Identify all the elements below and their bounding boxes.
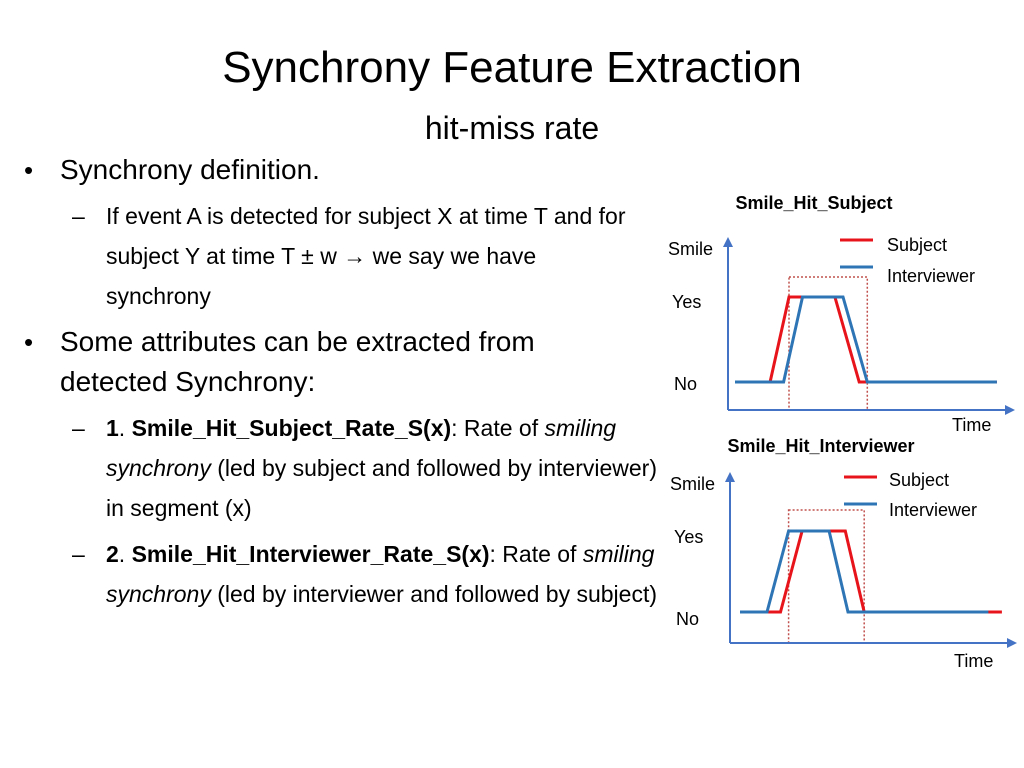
diagram-plot (723, 237, 1015, 415)
x-axis-arrow-icon (1007, 638, 1017, 648)
sync-window (787, 509, 865, 644)
x-axis-label: Time (952, 415, 991, 435)
feature-name: Smile_Hit_Subject_Rate_S(x) (131, 415, 452, 441)
slide-subtitle: hit-miss rate (424, 110, 600, 146)
dash-icon: – (72, 541, 85, 567)
definition-text: If event A is detected for subject X at … (106, 203, 626, 309)
feature-desc-pre: : Rate of (451, 415, 545, 441)
bullet-attributes: • Some attributes can be extracted from … (22, 322, 620, 402)
level-no-label: No (676, 609, 699, 629)
sub-bullet-feature-2: – 2. Smile_Hit_Interviewer_Rate_S(x): Ra… (22, 534, 666, 614)
interviewer-signal (740, 529, 989, 614)
y-axis-label: Smile (668, 239, 713, 259)
x-axis-arrow-icon (1005, 405, 1015, 415)
feature-desc-pre: : Rate of (489, 541, 583, 567)
feature-number: 2 (106, 541, 119, 567)
legend-interviewer-label: Interviewer (887, 266, 975, 286)
dash-icon: – (72, 415, 85, 441)
dash-icon: – (72, 203, 85, 229)
legend-interviewer-label: Interviewer (889, 500, 977, 520)
feature-number: 1 (106, 415, 119, 441)
smile-hit-subject-diagram: Smile_Hit_Subject Smile Yes No Time Subj… (668, 193, 1015, 435)
bullet-dot-icon: • (24, 155, 34, 185)
level-yes-label: Yes (672, 292, 701, 312)
bullet-text: Some attributes can be extracted from de… (60, 326, 535, 397)
diagram-plot (725, 472, 1017, 648)
feature-name: Smile_Hit_Interviewer_Rate_S(x) (131, 541, 490, 567)
y-axis-arrow-icon (723, 237, 733, 247)
diagram-title: Smile_Hit_Subject (735, 193, 892, 213)
x-axis-label: Time (954, 651, 993, 671)
bullet-text: Synchrony definition. (60, 154, 320, 185)
legend-subject-label: Subject (887, 235, 947, 255)
slide-title: Synchrony Feature Extraction (222, 43, 802, 92)
bullet-synchrony-definition: • Synchrony definition. (22, 150, 672, 190)
sub-bullet-feature-1: – 1. Smile_Hit_Subject_Rate_S(x): Rate o… (22, 408, 672, 528)
feature-desc-post: (led by interviewer and followed by subj… (210, 581, 657, 607)
interviewer-signal (735, 295, 997, 384)
feature-desc-em: smiling synchrony (106, 541, 655, 607)
y-axis-arrow-icon (725, 472, 735, 482)
smile-hit-interviewer-diagram: Smile_Hit_Interviewer Smile Yes No Time … (670, 436, 1017, 671)
sub-bullet-definition: – If event A is detected for subject X a… (22, 196, 646, 316)
feature-desc-em: smiling synchrony (106, 415, 617, 481)
subject-signal (735, 295, 997, 384)
level-yes-label: Yes (674, 527, 703, 547)
feature-desc-post: (led by subject and followed by intervie… (106, 455, 657, 521)
slide-body: • Synchrony definition. – If event A is … (22, 150, 672, 620)
level-no-label: No (674, 374, 697, 394)
bullet-dot-icon: • (24, 327, 34, 357)
diagram-title: Smile_Hit_Interviewer (727, 436, 914, 456)
y-axis-label: Smile (670, 474, 715, 494)
legend-subject-label: Subject (889, 470, 949, 490)
sync-window (788, 276, 869, 411)
